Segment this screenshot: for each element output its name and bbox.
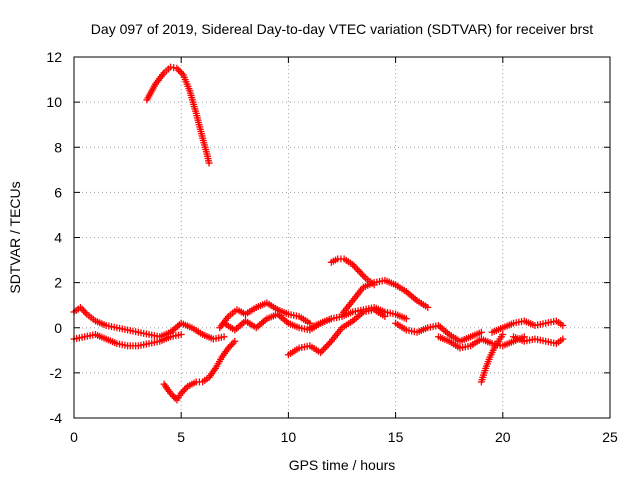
data-point-interp	[352, 264, 360, 272]
data-point-interp	[180, 386, 188, 394]
data-point-interp	[358, 271, 366, 279]
data-point	[231, 337, 239, 345]
y-tick-label: 8	[54, 139, 62, 155]
data-point-interp	[78, 305, 86, 313]
data-point	[424, 303, 432, 311]
axis-ticks: 0 5 10 15 20 25 -4 -2 0 2 4 6 8 10 12	[46, 49, 618, 445]
data-points	[70, 63, 567, 404]
data-point-interp	[350, 262, 358, 270]
data-point	[220, 333, 228, 341]
data-point	[177, 331, 185, 339]
series-arc-4	[216, 299, 314, 332]
data-point-interp	[318, 347, 326, 355]
data-point-interp	[324, 341, 332, 349]
y-tick-label: 12	[46, 49, 62, 65]
x-tick-label: 0	[70, 429, 78, 445]
chart-title: Day 097 of 2019, Sidereal Day-to-day VTE…	[91, 21, 593, 37]
data-point-interp	[81, 309, 89, 317]
data-point-interp	[320, 345, 328, 353]
data-point-interp	[176, 68, 184, 76]
data-point	[559, 321, 567, 329]
data-point-interp	[360, 272, 368, 280]
data-point-interp	[229, 339, 237, 347]
x-tick-label: 25	[602, 429, 618, 445]
series-arc-3	[160, 337, 239, 404]
series-arc-12	[477, 331, 507, 386]
data-point	[402, 315, 410, 323]
data-point-interp	[357, 269, 365, 277]
series-arc-1	[70, 303, 228, 343]
series-arc-10	[392, 319, 485, 345]
series-arc-6	[284, 306, 389, 359]
data-point	[499, 331, 507, 339]
y-tick-label: -4	[50, 410, 63, 426]
data-point	[477, 328, 485, 336]
x-tick-label: 15	[388, 429, 404, 445]
data-point-interp	[354, 266, 362, 274]
data-point	[173, 64, 181, 72]
series-arc-9	[306, 303, 410, 332]
series-arc-high	[143, 63, 213, 167]
x-axis-label: GPS time / hours	[289, 457, 396, 473]
data-point	[205, 159, 213, 167]
y-tick-label: 2	[54, 275, 62, 291]
data-point-interp	[323, 342, 331, 350]
data-point-interp	[170, 393, 178, 401]
data-point	[355, 267, 363, 275]
y-tick-label: 10	[46, 94, 62, 110]
x-tick-label: 5	[177, 429, 185, 445]
series-arc-2	[70, 331, 185, 350]
data-point-interp	[321, 344, 329, 352]
series-arc-14	[510, 333, 567, 348]
data-point-interp	[326, 339, 334, 347]
series-arc-13	[488, 317, 567, 336]
y-tick-label: -2	[50, 365, 63, 381]
y-tick-label: 4	[54, 230, 62, 246]
y-axis-label: SDTVAR / TECUs	[7, 181, 23, 293]
x-tick-label: 20	[495, 429, 511, 445]
data-point	[317, 349, 325, 357]
grid	[74, 57, 610, 418]
y-tick-label: 0	[54, 320, 62, 336]
data-point	[559, 335, 567, 343]
y-tick-label: 6	[54, 184, 62, 200]
series-arc-5	[220, 310, 335, 334]
series-arc-8	[338, 276, 432, 318]
x-tick-label: 10	[281, 429, 297, 445]
data-point-interp	[228, 341, 236, 349]
